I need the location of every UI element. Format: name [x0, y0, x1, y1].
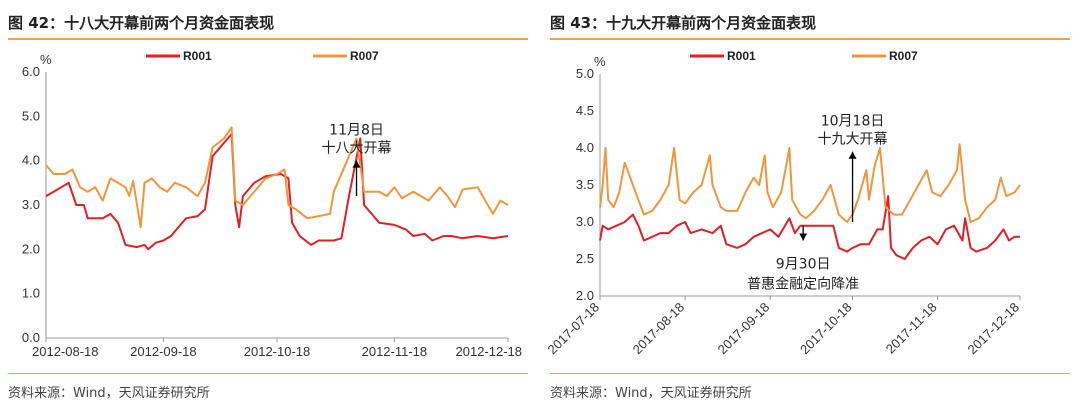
title-rule-left [8, 38, 528, 40]
y-tick-label: 4.0 [22, 153, 40, 168]
y-tick-label: 4.0 [576, 140, 594, 155]
x-tick-label: 2017-10-18 [797, 300, 855, 358]
chart-panel-left: 图 42：十八大开幕前两个月资金面表现 0.0 1.0 2.0 3.0 4.0 5.0 6.… [8, 0, 533, 406]
chart-right: 2.0 2.5 3.0 3.5 4.0 4.5 5.0% 2017-07-18 2017-08-… [544, 49, 1022, 358]
annotation-arrow-head [848, 151, 857, 159]
series-line-r001 [599, 195, 1020, 260]
y-tick-label: 5.0 [576, 66, 594, 81]
x-tick-label: 2012-11-18 [362, 344, 428, 359]
x-tick-label: 2017-08-18 [630, 300, 688, 358]
x-tick-label: 2017-07-18 [544, 300, 602, 358]
annotation-event: 普惠金融定向降准 [747, 277, 859, 293]
y-tick-label: 2.0 [576, 288, 594, 303]
y-tick-label: 1.0 [22, 286, 40, 301]
chart-panel-right: 图 43：十九大开幕前两个月资金面表现 2.0 2.5 3.0 3.5 4.0 4.5 5.… [544, 0, 1075, 406]
source-rule-left [8, 373, 528, 374]
y-tick-label: 6.0 [22, 64, 40, 79]
y-tick-label: 5.0 [22, 108, 40, 123]
y-tick-label: 3.0 [22, 197, 40, 212]
x-tick-label: 2017-09-18 [715, 300, 773, 358]
legend-label-r007: R007 [350, 49, 379, 63]
annotation-arrow-head [352, 160, 361, 168]
chart-title-right: 图 43：十九大开幕前两个月资金面表现 [550, 14, 817, 32]
x-tick-label: 2017-11-18 [883, 300, 940, 357]
annotation-date: 10月18日 [821, 114, 885, 130]
y-tick-label: 3.0 [576, 214, 594, 229]
legend-label-r001: R001 [183, 49, 212, 63]
series-line-r001 [45, 133, 509, 251]
source-note-left: 资料来源：Wind，天风证券研究所 [8, 386, 210, 401]
y-unit-label: % [40, 52, 52, 67]
y-tick-label: 4.5 [576, 103, 594, 118]
source-rule-right [550, 373, 1070, 374]
annotation-event: 十九大开幕 [818, 132, 888, 148]
y-unit-label: % [594, 54, 606, 69]
annotation-date: 9月30日 [776, 257, 831, 273]
title-rule-right [550, 38, 1070, 40]
x-tick-label: 2012-10-18 [244, 344, 311, 359]
x-tick-label: 2017-12-18 [964, 300, 1022, 358]
series-line-r007 [599, 143, 1021, 223]
series-line-r007 [45, 126, 509, 229]
y-tick-label: 2.0 [22, 241, 40, 256]
x-tick-label: 2012-08-18 [32, 344, 99, 359]
x-tick-label: 2012-12-18 [456, 344, 523, 359]
x-tick-label: 2012-09-18 [130, 344, 197, 359]
annotation-event: 十八大开幕 [322, 141, 392, 157]
y-tick-label: 2.5 [576, 251, 594, 266]
source-note-right: 资料来源：Wind，天风证券研究所 [550, 386, 752, 401]
legend-label-r001: R001 [727, 49, 756, 63]
chart-title-left: 图 42：十八大开幕前两个月资金面表现 [8, 14, 275, 32]
annotation-arrow-head [799, 233, 808, 241]
annotation-date: 11月8日 [329, 123, 384, 139]
legend-label-r007: R007 [889, 49, 918, 63]
chart-left: 0.0 1.0 2.0 3.0 4.0 5.0 6.0% 2012-08-18 2012-09-… [22, 49, 523, 359]
y-tick-label: 0.0 [22, 330, 40, 345]
y-tick-label: 3.5 [576, 177, 594, 192]
